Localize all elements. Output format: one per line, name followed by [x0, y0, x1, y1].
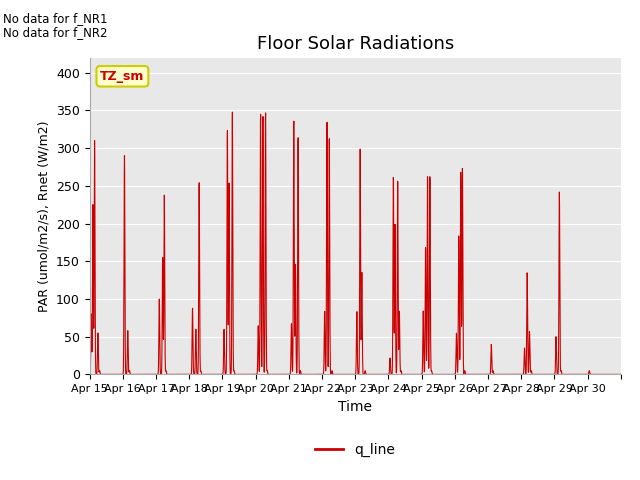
Legend: q_line: q_line [310, 437, 401, 463]
Text: No data for f_NR2: No data for f_NR2 [3, 26, 108, 39]
Y-axis label: PAR (umol/m2/s), Rnet (W/m2): PAR (umol/m2/s), Rnet (W/m2) [38, 120, 51, 312]
Text: No data for f_NR1: No data for f_NR1 [3, 12, 108, 25]
Text: TZ_sm: TZ_sm [100, 70, 145, 83]
X-axis label: Time: Time [338, 400, 372, 414]
Title: Floor Solar Radiations: Floor Solar Radiations [257, 35, 454, 53]
